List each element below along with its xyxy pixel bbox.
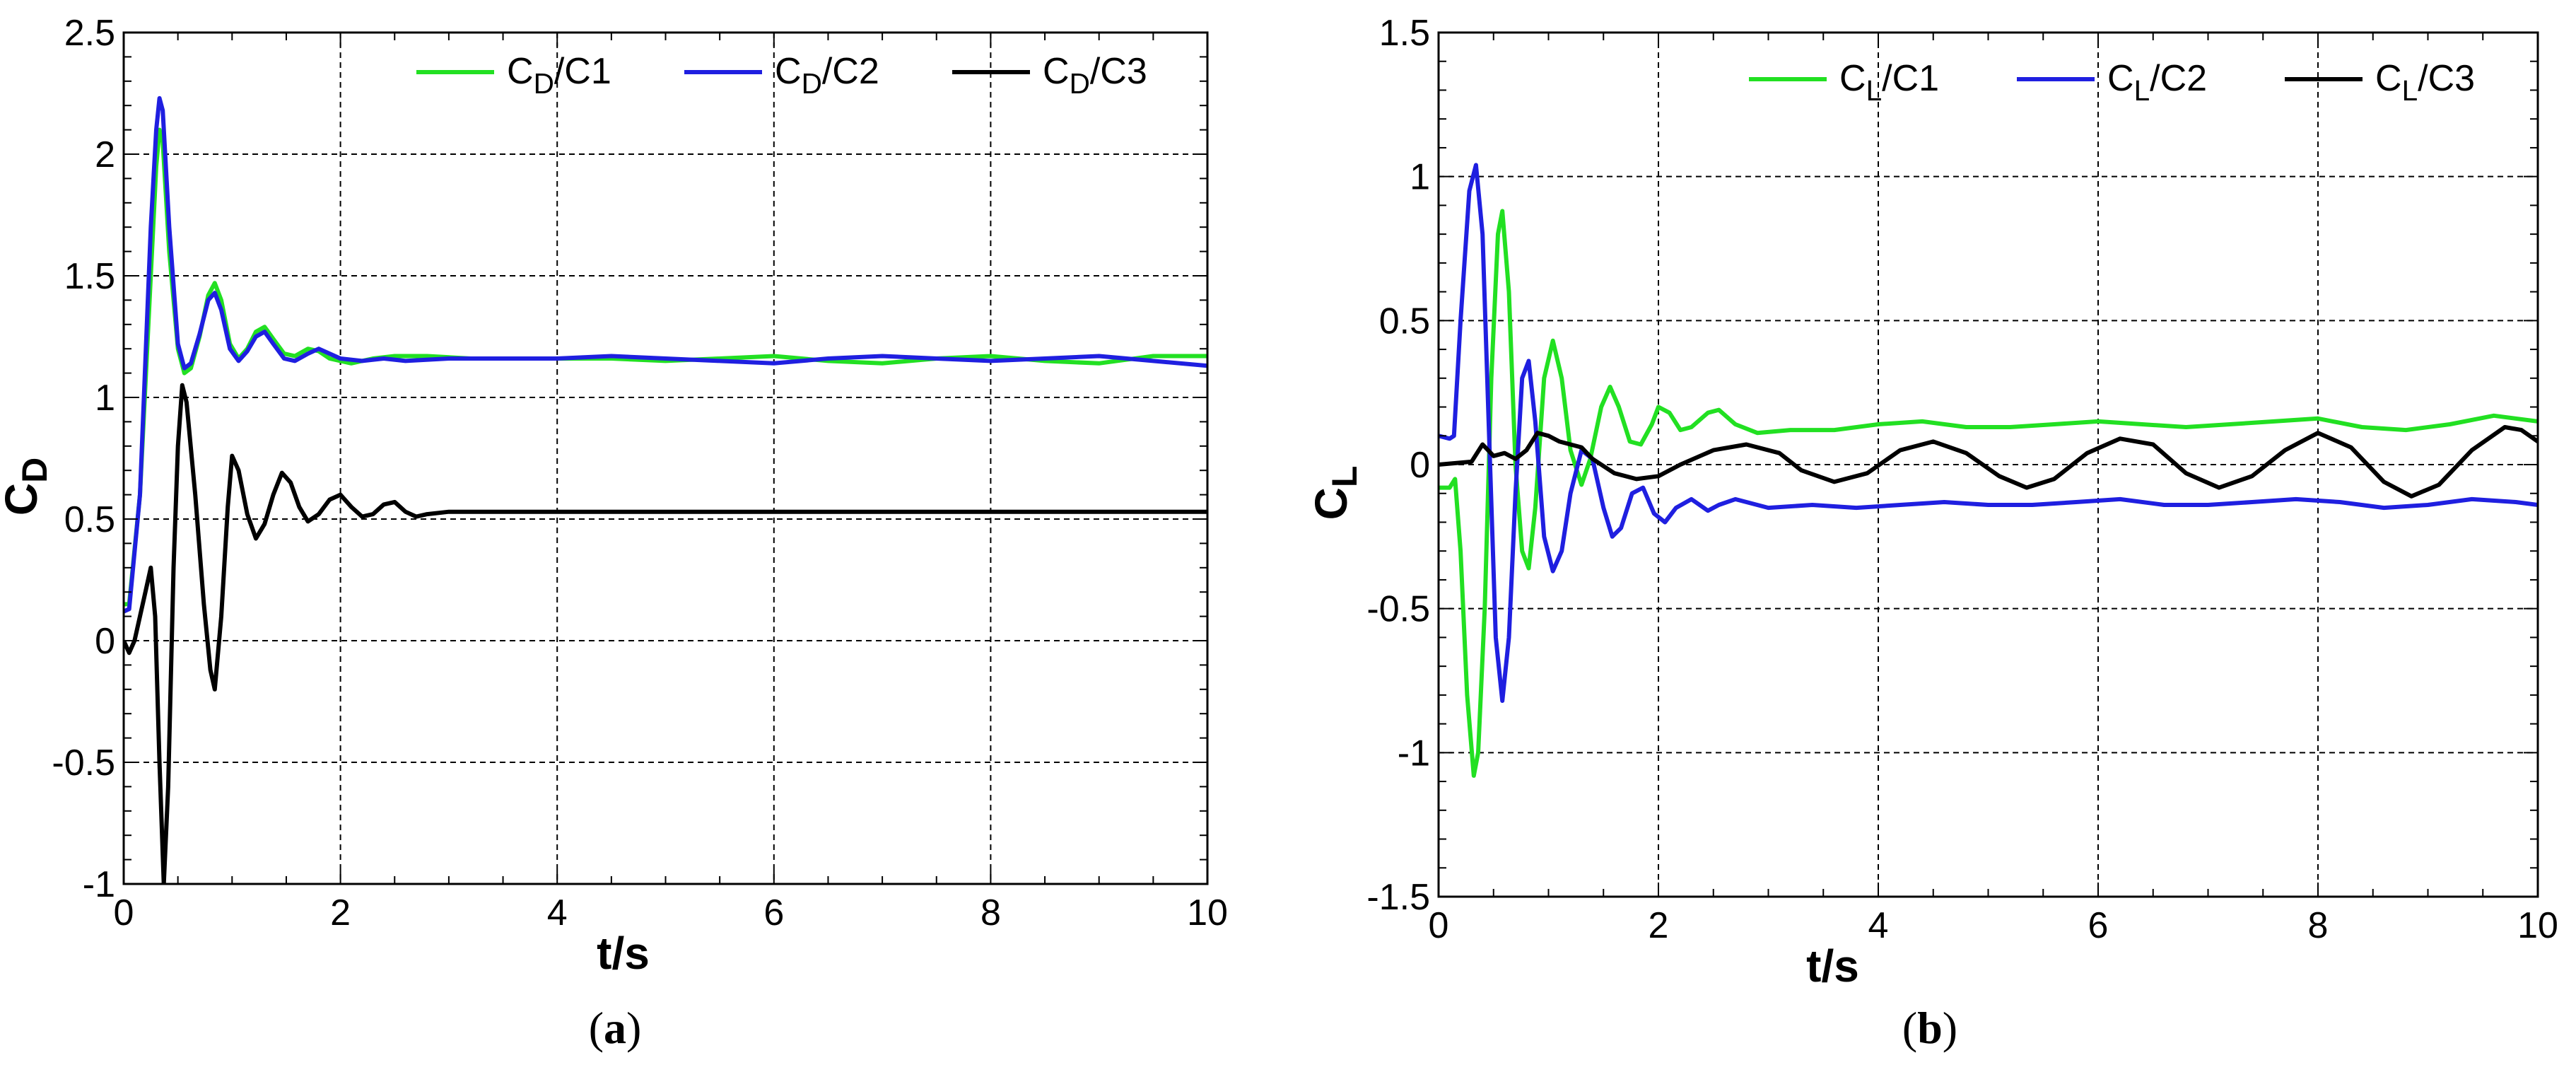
x-tick-label: 10	[1187, 892, 1228, 933]
y-tick-label: -0.5	[1366, 589, 1430, 630]
series-line-3	[1439, 425, 2538, 499]
y-tick-label: 1	[95, 378, 115, 419]
chart-panel-b: 0 2 4 6 8 10 -1.5 -1 -0.5 0 0.5 1 1.5 t/s CL CL/C1 CL/C2…	[1306, 13, 2558, 1053]
series-line-2	[124, 95, 1207, 614]
chart-panel-a: 0 2 4 6 8 10 -1 -0.5 0 0.5 1 1.5 2 2.5 t/s CD CD/C1 CD/C2…	[0, 13, 1228, 1053]
x-tick-label: 8	[2308, 905, 2329, 946]
y-tick-label: -0.5	[52, 743, 115, 784]
y-tick-label: 0.5	[1379, 301, 1430, 342]
x-tick-label: 6	[2088, 905, 2109, 946]
y-tick-label: -1	[83, 864, 115, 905]
y-tick-label: 1.5	[1379, 13, 1430, 54]
x-tick-label: 8	[980, 892, 1001, 933]
y-tick-label: 0	[1410, 445, 1430, 486]
x-axis-title: t/s	[1806, 941, 1859, 991]
x-tick-label: 0	[1429, 905, 1449, 946]
x-axis-title: t/s	[597, 928, 650, 979]
legend-label-3: CL/C3	[2375, 58, 2475, 107]
legend-label-1: CL/C1	[1839, 58, 1939, 107]
x-tick-label: 4	[1868, 905, 1889, 946]
series-line-3	[124, 383, 1207, 884]
y-tick-label: 1	[1410, 157, 1430, 198]
series-line-1	[124, 127, 1207, 607]
legend-label-3: CD/C3	[1043, 51, 1147, 100]
y-tick-label: 2	[95, 134, 115, 175]
y-tick-label: 0	[95, 621, 115, 662]
x-tick-label: 10	[2517, 905, 2558, 946]
y-tick-label: 0.5	[64, 499, 115, 540]
y-tick-label: 2.5	[64, 13, 115, 54]
plot-frame	[122, 31, 1209, 885]
y-tick-label: 1.5	[64, 256, 115, 297]
y-tick-label: -1.5	[1366, 877, 1430, 918]
x-tick-label: 6	[763, 892, 784, 933]
y-axis-title: CD	[0, 458, 54, 516]
panel-caption: (a)	[589, 1003, 642, 1053]
panel-caption: (b)	[1902, 1003, 1957, 1053]
x-tick-label: 4	[547, 892, 568, 933]
legend-label-1: CD/C1	[507, 51, 611, 100]
y-tick-label: -1	[1398, 733, 1430, 774]
x-tick-label: 2	[1649, 905, 1669, 946]
legend-label-2: CL/C2	[2107, 58, 2207, 107]
legend-label-2: CD/C2	[775, 51, 879, 100]
y-axis-title: CL	[1306, 466, 1364, 520]
x-tick-label: 2	[330, 892, 351, 933]
series-line-2	[1439, 163, 2538, 703]
x-tick-label: 0	[114, 892, 134, 933]
series-line-1	[1439, 209, 2538, 778]
